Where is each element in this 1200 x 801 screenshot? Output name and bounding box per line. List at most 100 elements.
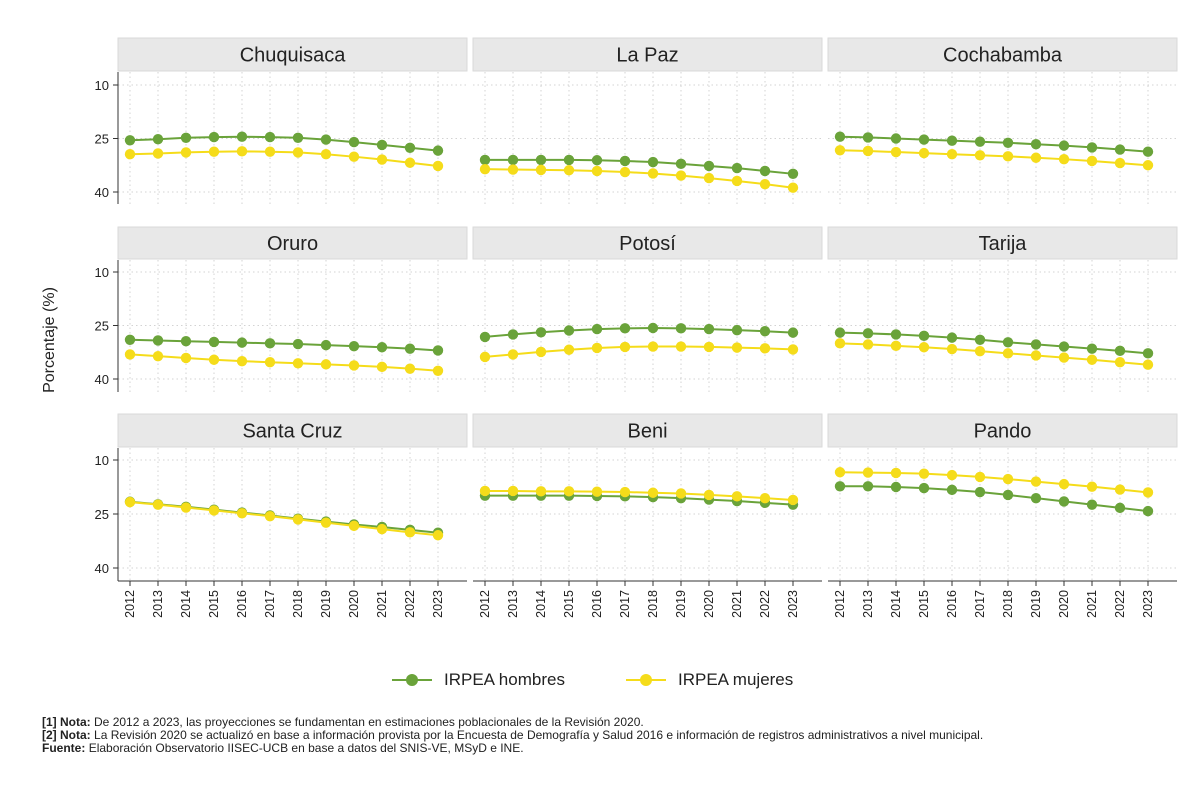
panel-title-cochabamba: Cochabamba [943,45,1063,67]
point-la-paz-mujeres-2019 [675,170,687,181]
point-chuquisaca-hombres-2017 [264,131,276,143]
point-pando-mujeres-2021 [1086,481,1098,492]
note-1-text: De 2012 a 2023, las proyecciones se fund… [94,715,644,729]
point-pando-hombres-2020 [1058,496,1070,507]
point-chuquisaca-hombres-2018 [292,132,304,143]
point-oruro-hombres-2015 [208,336,220,348]
point-oruro-hombres-2019 [320,339,332,351]
point-cochabamba-hombres-2016 [946,135,958,146]
series-line-la-paz-hombres [485,158,794,175]
point-cochabamba-hombres-2021 [1086,142,1098,153]
series-line-santa-cruz-mujeres [129,501,439,537]
panel-header-beni [472,413,823,448]
y-tick-label-row2-10: 10 [95,265,109,280]
x-tick-label-pando-2013: 2013 [861,590,875,618]
x-tick-label-santa-cruz-2015: 2015 [207,590,221,618]
point-oruro-mujeres-2012 [124,349,136,360]
point-pando-mujeres-2019 [1030,476,1042,487]
note-1: [1] Nota: De 2012 a 2023, las proyeccion… [42,716,1182,729]
point-tarija-hombres-2018 [1002,337,1014,348]
point-beni-mujeres-2019 [675,488,687,499]
point-potosi-hombres-2022 [759,326,771,337]
point-beni-mujeres-2012 [479,485,491,497]
series-line-tarija-hombres [839,331,1149,355]
point-potosi-mujeres-2018 [647,341,659,352]
point-la-paz-mujeres-2013 [507,164,519,175]
x-tick-label-pando-2014: 2014 [889,590,903,618]
x-tick-label-pando-2017: 2017 [973,590,987,618]
point-potosi-hombres-2023 [787,327,799,338]
x-tick-label-pando-2016: 2016 [945,590,959,618]
point-la-paz-hombres-2017 [619,155,631,167]
point-pando-mujeres-2022 [1114,484,1126,495]
point-la-paz-hombres-2013 [507,154,519,166]
point-cochabamba-mujeres-2013 [862,145,874,157]
point-tarija-hombres-2019 [1030,339,1042,350]
point-potosi-hombres-2014 [535,327,547,338]
point-la-paz-hombres-2012 [479,154,491,166]
point-cochabamba-mujeres-2014 [890,146,902,158]
series-line-pando-mujeres [839,471,1149,494]
point-potosi-hombres-2016 [591,323,603,335]
x-tick-label-santa-cruz-2014: 2014 [179,590,193,618]
point-pando-hombres-2021 [1086,499,1098,510]
point-santa-cruz-mujeres-2023 [432,530,444,541]
note-source-text: Elaboración Observatorio IISEC-UCB en ba… [88,741,524,755]
point-beni-mujeres-2017 [619,486,631,498]
point-oruro-hombres-2013 [152,335,164,346]
x-tick-label-beni-2018: 2018 [646,590,660,618]
point-tarija-hombres-2022 [1114,345,1126,357]
point-oruro-hombres-2012 [124,334,136,345]
point-la-paz-hombres-2020 [703,160,715,172]
y-tick-label-row1-25: 25 [95,132,109,147]
point-tarija-mujeres-2021 [1086,354,1098,365]
point-chuquisaca-mujeres-2022 [404,157,416,168]
x-tick-label-santa-cruz-2021: 2021 [375,590,389,618]
point-oruro-mujeres-2021 [376,361,388,373]
point-potosi-hombres-2017 [619,323,631,334]
point-tarija-hombres-2012 [834,327,846,338]
point-chuquisaca-mujeres-2018 [292,147,304,158]
point-pando-mujeres-2020 [1058,478,1070,490]
point-cochabamba-hombres-2017 [974,136,986,147]
point-pando-mujeres-2016 [946,469,958,481]
chart-svg: Chuquisaca 10 25 40 La Paz Cochabamba Oruro 10 2… [41,37,1178,618]
legend-marker-hombres [392,674,432,686]
x-tick-label-santa-cruz-2020: 2020 [347,590,361,618]
point-oruro-mujeres-2020 [348,360,360,371]
point-santa-cruz-mujeres-2014 [180,502,192,513]
point-tarija-mujeres-2017 [974,345,986,357]
legend-label-hombres: IRPEA hombres [444,670,565,689]
panel-header-chuquisaca [117,37,468,72]
x-tick-label-pando-2015: 2015 [917,590,931,618]
x-tick-label-beni-2021: 2021 [730,590,744,618]
point-tarija-hombres-2015 [918,330,930,342]
point-pando-hombres-2015 [918,482,930,494]
point-pando-mujeres-2013 [862,467,874,478]
point-beni-mujeres-2013 [507,485,519,497]
point-cochabamba-hombres-2013 [862,132,874,143]
point-chuquisaca-mujeres-2023 [432,160,444,172]
x-tick-label-pando-2022: 2022 [1113,590,1127,618]
y-tick-label-row1-10: 10 [95,78,109,93]
point-la-paz-mujeres-2012 [479,163,491,175]
note-source: Fuente: Elaboración Observatorio IISEC-U… [42,742,1182,755]
series-line-chuquisaca-hombres [129,135,439,152]
x-tick-label-beni-2014: 2014 [534,590,548,618]
point-oruro-mujeres-2022 [404,363,416,374]
point-cochabamba-mujeres-2022 [1114,157,1126,169]
y-axis-label: Porcentaje (%) [41,287,58,393]
point-pando-mujeres-2023 [1142,487,1154,498]
point-la-paz-mujeres-2014 [535,164,547,176]
panel-header-tarija [827,226,1178,260]
legend-marker-mujeres [626,674,666,686]
y-tick-label-row3-25: 25 [95,507,109,522]
note-1-tag: [1] Nota: [42,715,91,729]
x-tick-label-beni-2013: 2013 [506,590,520,618]
panel-title-santa-cruz: Santa Cruz [242,421,342,443]
point-la-paz-mujeres-2020 [703,172,715,184]
point-tarija-hombres-2023 [1142,348,1154,359]
point-pando-hombres-2017 [974,486,986,498]
point-potosi-hombres-2012 [479,331,491,343]
point-santa-cruz-mujeres-2015 [208,505,220,516]
